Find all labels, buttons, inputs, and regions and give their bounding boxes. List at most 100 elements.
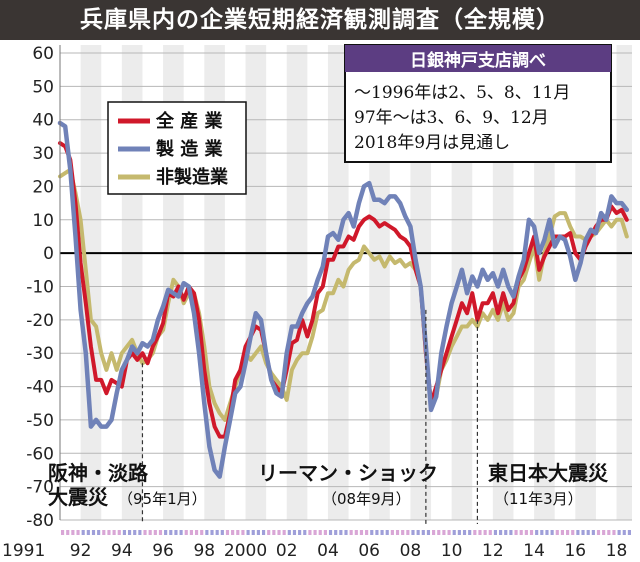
legend-label-non-manufacturing: 非製造業 [156, 166, 229, 188]
event-date-tohoku: （11年3月） [494, 490, 583, 508]
y-tick-label: -30 [26, 344, 54, 364]
x-quarter-mark [581, 530, 585, 535]
x-quarter-mark [205, 530, 209, 535]
event-label-tohoku: 東日本大震災 [488, 461, 609, 485]
x-quarter-mark [390, 530, 394, 535]
x-quarter-mark [313, 530, 317, 535]
x-quarter-mark [612, 530, 616, 535]
x-quarter-mark [169, 530, 173, 535]
x-quarter-mark [91, 530, 96, 535]
x-quarter-mark [535, 530, 539, 535]
x-quarter-mark [267, 530, 271, 535]
event-label-lehman: リーマン・ショック [258, 461, 438, 485]
x-quarter-mark [241, 530, 245, 535]
x-quarter-mark [107, 530, 111, 535]
x-quarter-mark [122, 530, 126, 535]
series-lines [57, 120, 630, 479]
x-quarter-mark [303, 530, 307, 535]
x-quarter-mark [416, 530, 420, 535]
x-tick-label: 98 [193, 541, 215, 561]
chart-svg: 60 50 40 30 20 10 0 -10 -20 -30 -40 -50 -60 -70 -80 199… [2, 44, 632, 561]
x-tick-label: 08 [400, 541, 422, 561]
x-tick-label: 02 [276, 541, 298, 561]
x-quarter-mark [514, 530, 518, 535]
x-quarter-mark [323, 530, 327, 535]
x-quarter-mark [617, 530, 621, 535]
y-tick-label: 40 [32, 111, 54, 131]
y-tick-label: 20 [32, 177, 54, 197]
x-quarter-mark [354, 530, 358, 535]
x-quarter-mark [117, 530, 121, 535]
x-quarter-mark [473, 530, 477, 535]
x-quarter-mark [344, 530, 348, 535]
x-quarter-mark [540, 530, 544, 535]
x-quarter-mark [566, 530, 570, 535]
year-stripe [80, 45, 102, 520]
x-quarter-mark [462, 530, 467, 535]
x-tick-label: 16 [564, 541, 586, 561]
y-tick-label: -40 [26, 378, 54, 398]
x-quarter-mark [596, 530, 601, 535]
year-stripe [245, 45, 267, 520]
x-quarter-mark [81, 530, 85, 535]
source-note-line-1: ～1996年は2、5、8、11月 [354, 83, 570, 103]
source-note-line-2: 97年～は3、6、9、12月 [354, 108, 549, 128]
x-quarter-mark [349, 530, 353, 535]
x-quarter-mark [411, 530, 415, 535]
x-quarter-mark [153, 530, 157, 535]
x-quarter-mark [468, 530, 472, 535]
y-tick-label: 30 [32, 144, 54, 164]
x-quarter-mark [529, 530, 534, 535]
x-quarter-mark [246, 530, 250, 535]
x-quarter-mark [158, 530, 163, 535]
x-quarter-mark [555, 530, 559, 535]
x-quarter-mark [76, 530, 80, 535]
x-quarter-mark [571, 530, 575, 535]
x-quarter-mark [71, 530, 75, 535]
y-tick-label: -10 [26, 278, 54, 298]
x-tick-label: 2000 [224, 541, 267, 561]
x-tick-label: 96 [152, 541, 174, 561]
series-line-manufacturing [57, 120, 630, 479]
y-tick-label: -50 [26, 411, 54, 431]
x-quarter-mark [576, 530, 580, 535]
x-quarter-mark [138, 530, 142, 535]
legend-label-all-industries: 全 産 業 [155, 110, 224, 132]
x-quarter-mark [504, 530, 508, 535]
x-quarter-mark [292, 530, 297, 535]
legend-label-manufacturing: 製 造 業 [155, 138, 224, 160]
x-quarter-mark [385, 530, 389, 535]
x-quarter-mark [524, 530, 528, 535]
source-box-header-bg [345, 45, 611, 72]
x-quarter-mark [432, 530, 436, 535]
x-quarter-mark [256, 530, 260, 535]
x-quarter-mark [442, 530, 446, 535]
x-quarter-mark [488, 530, 492, 535]
source-box: 日銀神戸支店調べ ～1996年は2、5、8、11月 97年～は3、6、9、12月… [344, 44, 612, 163]
x-quarter-mark [627, 530, 631, 535]
x-quarter-mark [406, 530, 410, 535]
x-quarter-mark [607, 530, 611, 535]
x-quarter-mark [194, 530, 199, 535]
x-tick-label: 92 [70, 541, 92, 561]
axes: 60 50 40 30 20 10 0 -10 -20 -30 -40 -50 -60 -70 -80 199… [2, 44, 631, 561]
x-tick-label: 18 [606, 541, 628, 561]
x-quarter-mark [86, 530, 90, 535]
y-tick-label: -60 [26, 444, 54, 464]
x-quarter-mark [437, 530, 441, 535]
y-tick-label: 0 [43, 244, 54, 264]
x-quarter-mark [210, 530, 214, 535]
x-quarter-mark [112, 530, 116, 535]
x-quarter-mark [272, 530, 276, 535]
year-stripe [369, 45, 390, 520]
x-quarter-mark [591, 530, 595, 535]
x-quarter-mark [298, 530, 302, 535]
x-tick-label: 04 [317, 541, 339, 561]
x-quarter-mark [308, 530, 312, 535]
series-line-all-industries [58, 141, 629, 439]
year-stripe [616, 45, 632, 520]
x-quarter-mark [200, 530, 204, 535]
year-stripe [286, 45, 308, 520]
x-quarter-mark [225, 530, 230, 535]
